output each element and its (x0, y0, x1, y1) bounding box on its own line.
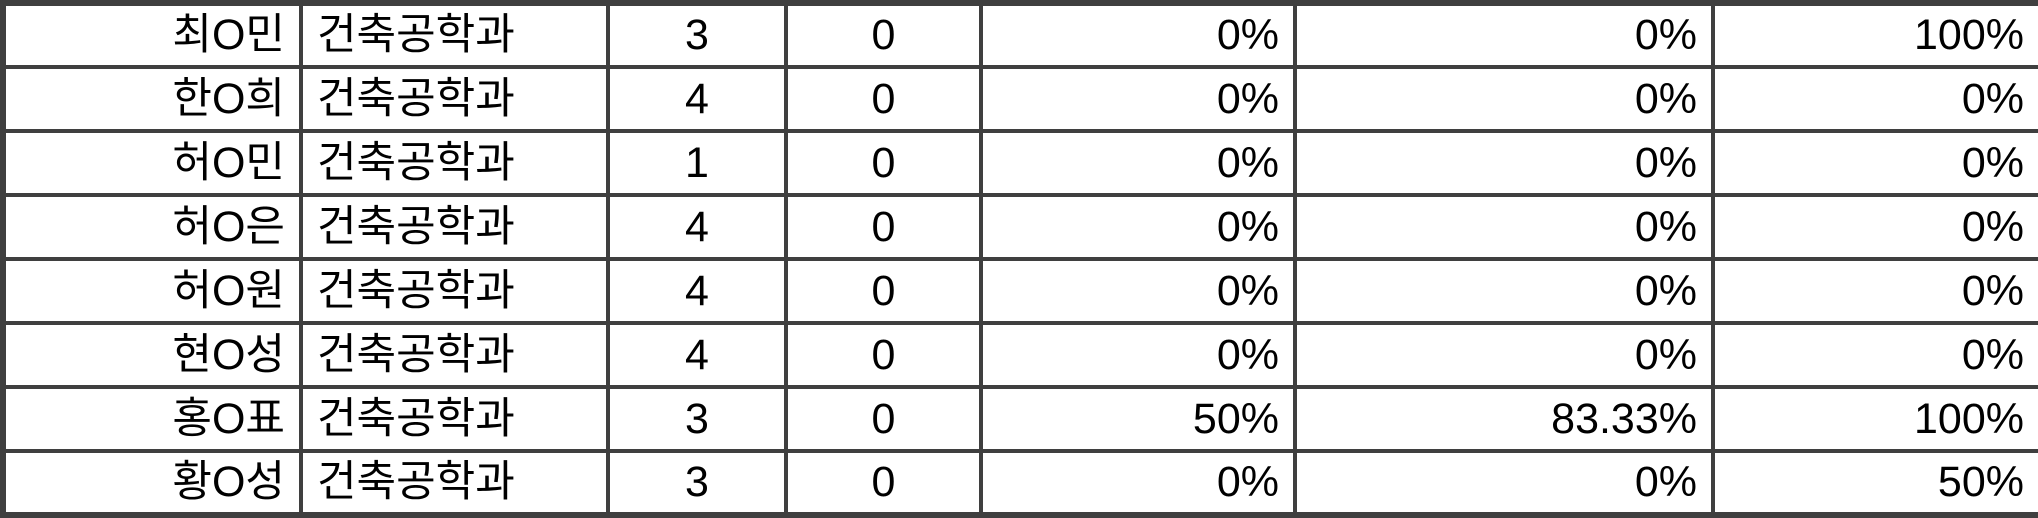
table-row: 허O원 건축공학과 4 0 0% 0% 0% (0, 257, 2038, 325)
cell-warnings: 0 (784, 193, 983, 261)
cell-rate1: 0% (979, 321, 1297, 389)
cell-department: 건축공학과 (299, 449, 610, 518)
table-row: 허O민 건축공학과 1 0 0% 0% 0% (0, 129, 2038, 197)
cell-rate3: 0% (1711, 257, 2038, 325)
cell-warnings: 0 (784, 449, 983, 518)
cell-rate2: 0% (1293, 0, 1715, 69)
cell-name: 한O희 (0, 65, 303, 133)
cell-rate2: 0% (1293, 65, 1715, 133)
cell-rate3: 100% (1711, 0, 2038, 69)
cell-grade: 3 (606, 385, 788, 453)
cell-grade: 1 (606, 129, 788, 197)
cell-rate1: 0% (979, 129, 1297, 197)
cell-rate1: 0% (979, 257, 1297, 325)
table-row: 홍O표 건축공학과 3 0 50% 83.33% 100% (0, 385, 2038, 453)
cell-rate2: 0% (1293, 129, 1715, 197)
cell-department: 건축공학과 (299, 0, 610, 69)
cell-grade: 3 (606, 0, 788, 69)
cell-grade: 4 (606, 257, 788, 325)
cell-rate3: 0% (1711, 321, 2038, 389)
cell-rate3: 100% (1711, 385, 2038, 453)
cell-rate2: 0% (1293, 257, 1715, 325)
cell-rate1: 0% (979, 449, 1297, 518)
cell-name: 허O민 (0, 129, 303, 197)
cell-rate2: 0% (1293, 321, 1715, 389)
cell-rate1: 50% (979, 385, 1297, 453)
cell-rate2: 83.33% (1293, 385, 1715, 453)
cell-rate2: 0% (1293, 193, 1715, 261)
cell-rate3: 0% (1711, 65, 2038, 133)
cell-name: 최O민 (0, 0, 303, 69)
cell-department: 건축공학과 (299, 321, 610, 389)
cell-rate3: 50% (1711, 449, 2038, 518)
cell-department: 건축공학과 (299, 129, 610, 197)
cell-grade: 4 (606, 321, 788, 389)
cell-name: 허O은 (0, 193, 303, 261)
cell-department: 건축공학과 (299, 385, 610, 453)
cell-grade: 3 (606, 449, 788, 518)
cell-rate3: 0% (1711, 129, 2038, 197)
cell-name: 홍O표 (0, 385, 303, 453)
cell-rate1: 0% (979, 0, 1297, 69)
cell-warnings: 0 (784, 385, 983, 453)
cell-department: 건축공학과 (299, 193, 610, 261)
cell-warnings: 0 (784, 0, 983, 69)
cell-warnings: 0 (784, 65, 983, 133)
table-row: 최O민 건축공학과 3 0 0% 0% 100% (0, 0, 2038, 69)
cell-warnings: 0 (784, 257, 983, 325)
table-row: 현O성 건축공학과 4 0 0% 0% 0% (0, 321, 2038, 389)
cell-grade: 4 (606, 193, 788, 261)
cell-warnings: 0 (784, 129, 983, 197)
cell-name: 황O성 (0, 449, 303, 518)
cell-rate2: 0% (1293, 449, 1715, 518)
table-row: 허O은 건축공학과 4 0 0% 0% 0% (0, 193, 2038, 261)
cell-name: 현O성 (0, 321, 303, 389)
cell-rate1: 0% (979, 65, 1297, 133)
cell-rate1: 0% (979, 193, 1297, 261)
cell-warnings: 0 (784, 321, 983, 389)
table-row: 황O성 건축공학과 3 0 0% 0% 50% (0, 449, 2038, 518)
cell-rate3: 0% (1711, 193, 2038, 261)
cell-name: 허O원 (0, 257, 303, 325)
cell-department: 건축공학과 (299, 65, 610, 133)
cell-grade: 4 (606, 65, 788, 133)
table-row: 한O희 건축공학과 4 0 0% 0% 0% (0, 65, 2038, 133)
cell-department: 건축공학과 (299, 257, 610, 325)
